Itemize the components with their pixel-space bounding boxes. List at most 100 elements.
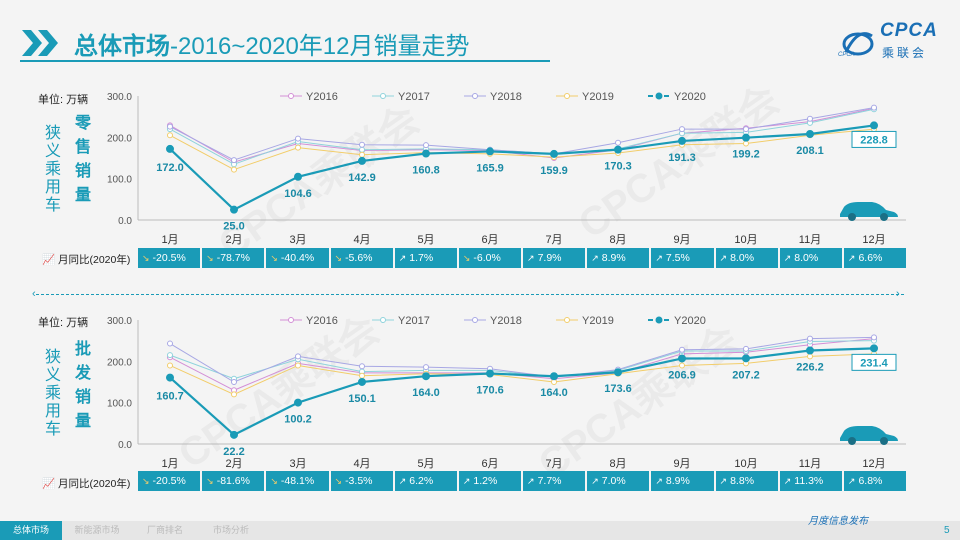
data-point <box>423 364 429 371</box>
data-point <box>551 379 557 385</box>
yoy-cell: ↗ 8.0% <box>777 248 842 268</box>
month-label: 10月 <box>734 234 758 246</box>
legend-label: Y2017 <box>398 91 430 103</box>
trend-up-icon: ↗ <box>655 476 663 486</box>
y-tick-label: 100.0 <box>107 175 132 186</box>
data-label: 100.2 <box>284 414 312 426</box>
trend-down-icon: ↘ <box>334 476 343 486</box>
yoy-cell: ↗ 6.8% <box>841 471 906 491</box>
data-label: 25.0 <box>223 221 244 233</box>
month-label: 9月 <box>673 234 691 246</box>
data-label: 172.0 <box>156 162 184 174</box>
data-label: 104.6 <box>284 188 312 200</box>
data-point <box>742 133 750 142</box>
yoy-value: 6.6% <box>858 252 883 264</box>
data-point <box>422 149 430 158</box>
legend-marker <box>655 92 663 100</box>
data-point <box>871 104 877 111</box>
trend-up-icon: ↗ <box>527 476 535 486</box>
data-point <box>806 346 814 355</box>
legend-marker <box>564 317 570 323</box>
trend-down-icon: ↘ <box>206 476 214 486</box>
month-label: 2月 <box>225 458 243 470</box>
data-label: 150.1 <box>348 393 376 405</box>
trend-up-icon: ↗ <box>398 476 407 486</box>
month-label: 8月 <box>609 234 627 246</box>
data-point <box>807 335 813 342</box>
month-label: 1月 <box>161 458 179 470</box>
yoy-value: -20.5% <box>152 475 186 487</box>
data-point <box>679 362 685 369</box>
yoy-value: 6.2% <box>409 475 434 487</box>
yoy-value: 8.9% <box>601 252 626 264</box>
yoy-value: -6.0% <box>473 252 501 264</box>
metric-label: 批发销量 <box>72 340 89 436</box>
highlight-value: 231.4 <box>860 357 888 369</box>
data-label: 206.9 <box>668 369 696 381</box>
month-label: 7月 <box>545 458 563 470</box>
data-point <box>871 334 877 341</box>
highlight-box <box>851 130 897 148</box>
car-icon <box>840 202 898 221</box>
tab-market-analysis[interactable]: 市场分析 <box>212 525 249 535</box>
data-label: 159.9 <box>540 165 568 177</box>
month-label: 12月 <box>862 458 886 470</box>
data-point <box>678 136 686 145</box>
tab-nev-market[interactable]: 新能源市场 <box>74 525 120 535</box>
yoy-cell: ↘ -5.6% <box>328 248 393 268</box>
yoy-cell: ↗ 11.3% <box>777 471 842 491</box>
data-label: 173.6 <box>604 383 632 395</box>
trend-up-icon: ↗ <box>847 253 856 263</box>
data-point <box>615 139 621 146</box>
month-axis: 1月 2月 3月 4月 5月 6月 7月 8月 9月 10月 11月 12月 <box>138 454 906 474</box>
trend-down-icon: ↘ <box>334 253 343 263</box>
yoy-cell: ↘ -81.6% <box>200 471 264 491</box>
yoy-cell: ↗ 7.9% <box>521 248 585 268</box>
data-point <box>614 368 622 377</box>
trend-up-icon: ↗ <box>783 476 792 486</box>
unit-label: 单位: 万辆 <box>38 317 89 329</box>
trend-icon: 📈 <box>42 478 56 490</box>
yoy-cell: ↗ 7.0% <box>585 471 649 491</box>
series-line-y2020 <box>169 347 875 437</box>
tab-overall-market[interactable]: 总体市场 <box>0 521 62 540</box>
data-point <box>359 141 365 148</box>
data-label: 226.2 <box>796 362 824 374</box>
data-point <box>359 146 365 153</box>
arrow-right-icon: › <box>896 288 900 300</box>
legend-marker <box>380 93 386 99</box>
data-point <box>359 151 365 158</box>
trend-down-icon: ↘ <box>142 253 150 263</box>
trend-icon: 📈 <box>42 254 56 266</box>
month-label: 10月 <box>734 458 758 470</box>
data-label: 160.8 <box>412 165 440 177</box>
month-label: 1月 <box>161 234 179 246</box>
yoy-value: -78.7% <box>216 252 250 264</box>
legend-label: Y2019 <box>582 91 614 103</box>
trend-up-icon: ↗ <box>591 253 599 263</box>
retail-sales-chart: 0.0 100.0 200.0 300.0 Y2016 Y2017 Y2018 Y2019 Y2… <box>107 91 906 233</box>
legend-marker <box>380 317 386 323</box>
data-point <box>743 140 749 147</box>
legend-marker <box>472 317 478 323</box>
data-point <box>743 345 749 352</box>
data-point <box>295 135 301 142</box>
page-number: 5 <box>944 525 950 536</box>
month-label: 8月 <box>609 458 627 470</box>
month-label: 2月 <box>225 234 243 246</box>
data-point <box>230 430 238 439</box>
yoy-cell: ↘ -48.1% <box>264 471 328 491</box>
data-point <box>550 372 558 381</box>
logo-small-text: CPCA <box>838 52 855 58</box>
yoy-value: -48.1% <box>280 475 315 487</box>
yoy-row: ↘ -20.5% ↘ -78.7% ↘ -40.4% ↘ -5.6% ↗ 1.7% ↘ -6.0% ↗ 7… <box>138 248 906 268</box>
yoy-value: -3.5% <box>345 475 373 487</box>
yoy-value: -20.5% <box>152 252 186 264</box>
legend-label: Y2020 <box>674 91 706 103</box>
data-point <box>614 145 622 154</box>
series-line-y2019 <box>169 353 875 395</box>
data-label: 170.3 <box>604 161 632 173</box>
yoy-cell: ↗ 1.7% <box>392 248 457 268</box>
tab-manufacturer-ranking[interactable]: 厂商排名 <box>146 525 183 535</box>
month-label: 5月 <box>417 234 435 246</box>
